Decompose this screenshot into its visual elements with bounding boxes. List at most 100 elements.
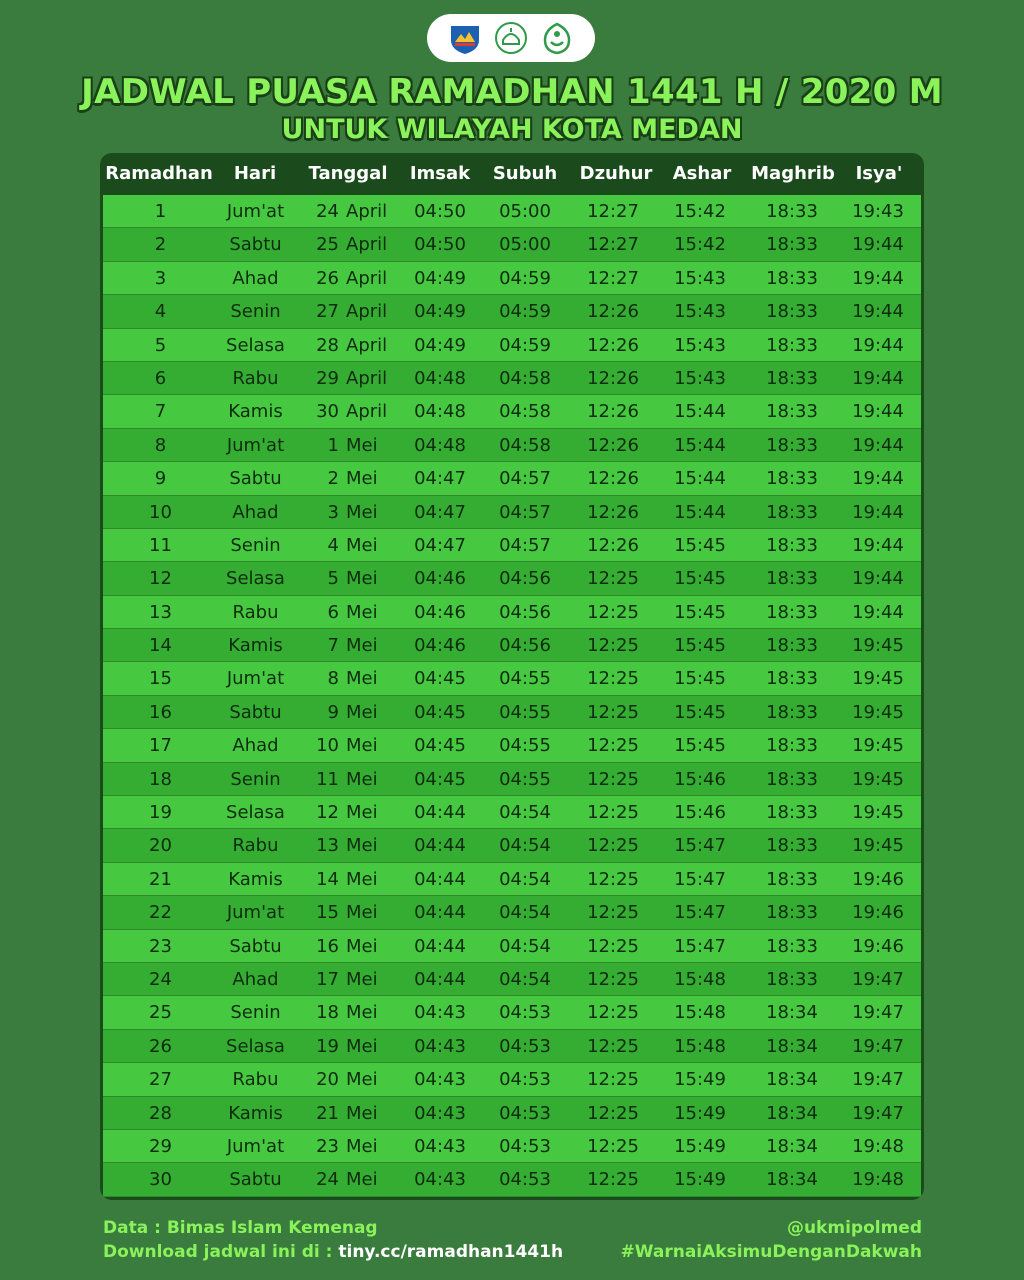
cell-ramadhan: 10	[149, 501, 172, 523]
cell-ramadhan: 14	[149, 635, 172, 657]
cell-imsak: 04:45	[414, 735, 466, 757]
cell-isya: 19:44	[852, 301, 904, 323]
cell-ashar: 15:43	[674, 267, 726, 289]
download-link[interactable]: tiny.cc/ramadhan1441h	[338, 1242, 564, 1262]
cell-dzuhur: 12:25	[587, 668, 639, 690]
cell-tanggal-month: Mei	[346, 534, 378, 556]
cell-subuh: 04:55	[499, 768, 551, 790]
table-row: 2 Sabtu 25 April 04:50 05:00 12:27 15:42 18:33 19…	[103, 228, 921, 262]
table-row: 25 Senin 18 Mei 04:43 04:53 12:25 15:48 18:34 19:…	[103, 996, 921, 1030]
cell-tanggal-day: 3	[327, 501, 339, 523]
cell-ashar: 15:49	[674, 1069, 726, 1091]
cell-imsak: 04:43	[414, 1069, 466, 1091]
cell-subuh: 04:55	[499, 701, 551, 723]
cell-isya: 19:45	[852, 701, 904, 723]
table-row: 13 Rabu 6 Mei 04:46 04:56 12:25 15:45 18:33 19:44	[103, 595, 921, 630]
cell-subuh: 04:55	[499, 735, 551, 757]
cell-hari: Selasa	[226, 802, 285, 824]
cell-maghrib: 18:33	[766, 301, 818, 323]
footer-social: @ukmipolmed #WarnaiAksimuDenganDakwah	[620, 1216, 922, 1264]
cell-ramadhan: 7	[154, 401, 167, 423]
cell-subuh: 04:54	[499, 835, 551, 857]
table-header: Ramadhan Hari Tanggal Imsak Subuh Dzuhur…	[100, 153, 924, 193]
cell-hari: Sabtu	[229, 701, 282, 723]
cell-dzuhur: 12:25	[587, 735, 639, 757]
cell-maghrib: 18:33	[766, 902, 818, 924]
cell-isya: 19:44	[852, 234, 904, 256]
cell-tanggal-day: 12	[316, 802, 339, 824]
cell-isya: 19:46	[852, 902, 904, 924]
cell-ramadhan: 12	[149, 568, 172, 590]
cell-ramadhan: 9	[154, 468, 167, 490]
cell-isya: 19:44	[852, 434, 904, 456]
cell-dzuhur: 12:25	[587, 1135, 639, 1157]
cell-tanggal-day: 6	[327, 601, 339, 623]
cell-ramadhan: 4	[154, 301, 167, 323]
cell-tanggal-month: Mei	[346, 902, 378, 924]
logo-bar	[427, 14, 595, 62]
cell-ashar: 15:47	[674, 935, 726, 957]
cell-subuh: 04:54	[499, 902, 551, 924]
cell-ashar: 15:48	[674, 968, 726, 990]
cell-imsak: 04:43	[414, 1002, 466, 1024]
cell-subuh: 04:58	[499, 367, 551, 389]
table-row: 18 Senin 11 Mei 04:45 04:55 12:25 15:46 18:33 19:…	[103, 762, 921, 797]
cell-tanggal-month: April	[346, 234, 388, 256]
table-row: 8 Jum'at 1 Mei 04:48 04:58 12:26 15:44 18:33 19:4…	[103, 428, 921, 463]
cell-tanggal-day: 26	[316, 267, 339, 289]
cell-maghrib: 18:34	[766, 1069, 818, 1091]
cell-dzuhur: 12:26	[587, 367, 639, 389]
cell-maghrib: 18:33	[766, 568, 818, 590]
cell-tanggal-month: Mei	[346, 1002, 378, 1024]
cell-tanggal-day: 18	[316, 1002, 339, 1024]
cell-tanggal-month: Mei	[346, 1035, 378, 1057]
table-row: 6 Rabu 29 April 04:48 04:58 12:26 15:43 18:33 19:…	[103, 361, 921, 396]
cell-dzuhur: 12:27	[587, 234, 639, 256]
cell-maghrib: 18:33	[766, 968, 818, 990]
cell-ashar: 15:45	[674, 534, 726, 556]
cell-isya: 19:45	[852, 668, 904, 690]
cell-tanggal-month: April	[346, 267, 388, 289]
cell-ramadhan: 28	[149, 1102, 172, 1124]
cell-subuh: 04:56	[499, 601, 551, 623]
cell-maghrib: 18:33	[766, 468, 818, 490]
cell-dzuhur: 12:26	[587, 401, 639, 423]
cell-imsak: 04:46	[414, 568, 466, 590]
column-header-hari: Hari	[233, 163, 277, 184]
cell-ramadhan: 19	[149, 802, 172, 824]
cell-ashar: 15:43	[674, 367, 726, 389]
cell-tanggal-month: Mei	[346, 668, 378, 690]
cell-tanggal-day: 16	[316, 935, 339, 957]
cell-dzuhur: 12:25	[587, 1169, 639, 1191]
cell-hari: Jum'at	[226, 902, 285, 924]
cell-isya: 19:48	[852, 1169, 904, 1191]
cell-subuh: 04:59	[499, 301, 551, 323]
cell-hari: Jum'at	[226, 668, 285, 690]
cell-dzuhur: 12:25	[587, 701, 639, 723]
cell-ramadhan: 15	[149, 668, 172, 690]
cell-isya: 19:45	[852, 835, 904, 857]
cell-hari: Ahad	[232, 501, 279, 523]
cell-ramadhan: 29	[149, 1135, 172, 1157]
source-text: Data : Bimas Islam Kemenag	[103, 1218, 378, 1238]
cell-maghrib: 18:33	[766, 802, 818, 824]
cell-ramadhan: 17	[149, 735, 172, 757]
cell-imsak: 04:46	[414, 601, 466, 623]
cell-hari: Selasa	[226, 334, 285, 356]
cell-ashar: 15:46	[674, 768, 726, 790]
cell-dzuhur: 12:25	[587, 868, 639, 890]
cell-hari: Rabu	[232, 835, 279, 857]
table-row: 7 Kamis 30 April 04:48 04:58 12:26 15:44 18:33 19…	[103, 395, 921, 429]
table-row: 12 Selasa 5 Mei 04:46 04:56 12:25 15:45 18:33 19:…	[103, 562, 921, 596]
cell-tanggal-month: Mei	[346, 1102, 378, 1124]
cell-dzuhur: 12:25	[587, 935, 639, 957]
cell-hari: Senin	[230, 1002, 281, 1024]
cell-ashar: 15:43	[674, 334, 726, 356]
ukmi-emblem-icon	[543, 22, 571, 55]
cell-maghrib: 18:34	[766, 1135, 818, 1157]
cell-subuh: 04:59	[499, 334, 551, 356]
table-row: 20 Rabu 13 Mei 04:44 04:54 12:25 15:47 18:33 19:4…	[103, 829, 921, 863]
cell-maghrib: 18:33	[766, 234, 818, 256]
column-header-maghrib: Maghrib	[751, 163, 835, 184]
cell-tanggal-day: 23	[316, 1135, 339, 1157]
